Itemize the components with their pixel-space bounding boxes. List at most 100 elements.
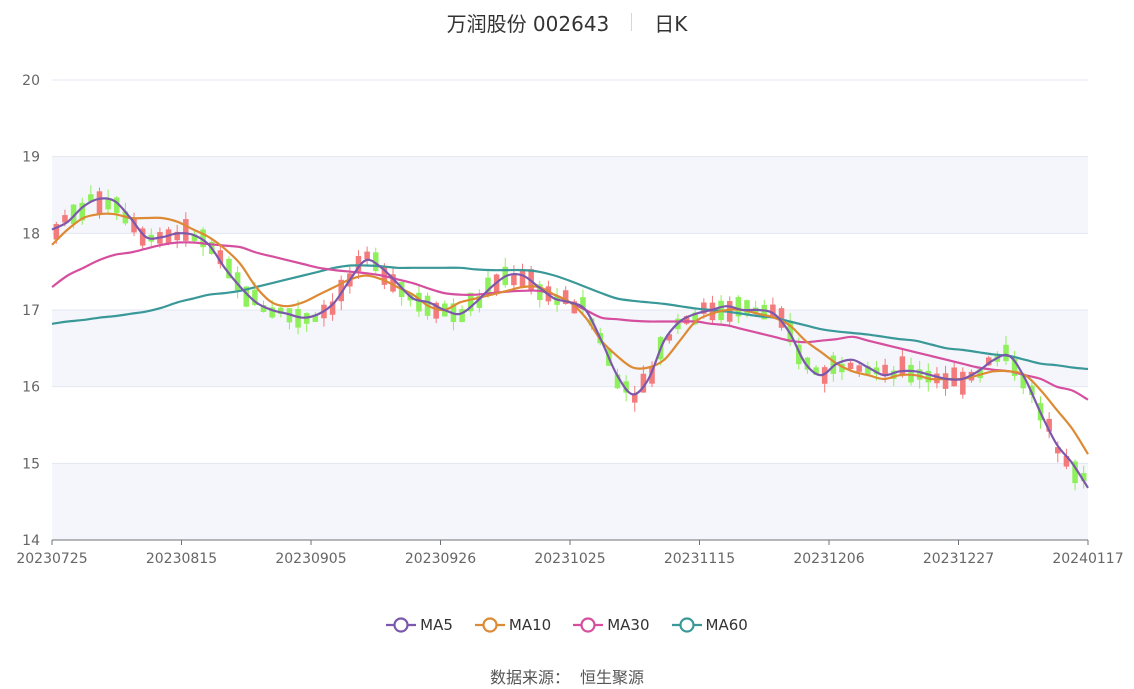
grid-band [52, 310, 1088, 387]
candle-body [217, 250, 224, 265]
candle-body [338, 279, 344, 302]
series-line-ma5 [51, 197, 1089, 489]
candle-body [830, 355, 837, 374]
y-tick-label: 16 [22, 380, 40, 396]
candle-body [890, 370, 897, 379]
candle-body [243, 286, 250, 307]
candle-body [62, 215, 68, 223]
legend-marker-icon [386, 617, 417, 633]
legend-label: MA5 [420, 616, 453, 634]
candle-body [1063, 455, 1070, 467]
candle-body [701, 302, 707, 314]
candle-body [433, 302, 439, 319]
x-tick-label: 20230725 [16, 551, 87, 567]
legend-item-ma60[interactable]: MA60 [671, 616, 748, 634]
candle-body [761, 304, 768, 320]
candle-body [260, 305, 267, 313]
kline-chart[interactable]: 14 15 16 17 18 19 20 20230725 20230815 20230905 20… [0, 0, 1134, 600]
candle-body [1080, 473, 1087, 482]
candle-body [623, 381, 629, 393]
legend-item-ma5[interactable]: MA5 [386, 616, 453, 634]
candle-body [709, 302, 716, 321]
x-tick-label: 20230926 [405, 551, 476, 567]
candle-body [278, 307, 284, 314]
title-divider [631, 13, 633, 31]
candle-body [131, 218, 137, 233]
candle-body [537, 284, 543, 301]
candle-body [873, 367, 880, 375]
candle-body [925, 370, 932, 383]
candle-body [856, 365, 862, 372]
candle-body [778, 308, 785, 328]
candle-body [951, 367, 957, 387]
candle-body [1029, 385, 1035, 396]
candle-body [631, 393, 638, 403]
candle-body [183, 219, 189, 241]
candle-body [88, 194, 94, 202]
y-tick-label: 15 [22, 456, 40, 472]
candle-body [70, 204, 77, 224]
candle-body [985, 357, 992, 366]
candle-body [113, 197, 120, 213]
candle-body [804, 357, 811, 370]
candle-body [459, 309, 465, 323]
candle-body [614, 374, 621, 389]
candle-body [139, 228, 146, 246]
y-tick-label: 19 [22, 150, 40, 166]
x-tick-label: 20231025 [534, 551, 605, 567]
x-tick-label: 20231227 [923, 551, 994, 567]
y-tick-label: 18 [22, 226, 40, 242]
source-label: 数据来源： [489, 668, 570, 687]
y-tick-label: 20 [22, 73, 40, 89]
candle-body [79, 202, 85, 221]
x-tick-label: 20231115 [664, 551, 735, 567]
candle-body [813, 367, 819, 376]
candle-body [355, 255, 362, 272]
candle-body [942, 373, 949, 389]
candle-body [1011, 359, 1018, 376]
data-source: 数据来源： 恒生聚源 [0, 664, 1134, 688]
candle-body [174, 231, 180, 241]
candle-body [1072, 461, 1078, 484]
legend-label: MA30 [607, 616, 650, 634]
stock-name: 万润股份 002643 [446, 11, 610, 36]
x-tick-label: 20230815 [146, 551, 217, 567]
candle-body [1003, 344, 1009, 362]
x-tick-label: 20230905 [275, 551, 346, 567]
candle-body [476, 295, 483, 308]
candle-body [649, 367, 655, 384]
candle-body [744, 300, 750, 314]
candle-body [519, 269, 526, 288]
chart-title: 万润股份 002643 日K [0, 6, 1134, 38]
candle-body [692, 312, 698, 325]
candle-body [390, 274, 396, 292]
candle-body [899, 356, 906, 376]
candle-body [269, 307, 275, 318]
legend-label: MA10 [508, 616, 552, 634]
candle-body [485, 277, 491, 295]
candle-body [847, 362, 854, 369]
candle-body [226, 258, 232, 279]
candle-body [252, 289, 258, 305]
legend-marker-icon [671, 617, 702, 633]
candle-body [295, 308, 301, 328]
candle-body [683, 316, 690, 324]
legend-item-ma10[interactable]: MA10 [474, 616, 552, 634]
candle-body [511, 273, 517, 286]
candle-body [96, 191, 103, 214]
legend-marker-icon [573, 617, 604, 633]
candle-body [916, 369, 923, 380]
candle-body [865, 366, 871, 375]
candle-body [960, 371, 966, 395]
y-tick-label: 14 [22, 533, 40, 549]
y-tick-label: 17 [22, 303, 40, 319]
candle-body [372, 252, 379, 272]
candle-body [105, 198, 111, 210]
candle-body [1046, 418, 1052, 432]
candle-body [821, 367, 828, 384]
chart-legend: MA5 MA10 MA30 MA60 [0, 612, 1134, 638]
grid-band [52, 156, 1088, 234]
legend-marker-icon [474, 617, 505, 633]
legend-item-ma30[interactable]: MA30 [573, 616, 650, 634]
candle-body [1055, 447, 1061, 454]
